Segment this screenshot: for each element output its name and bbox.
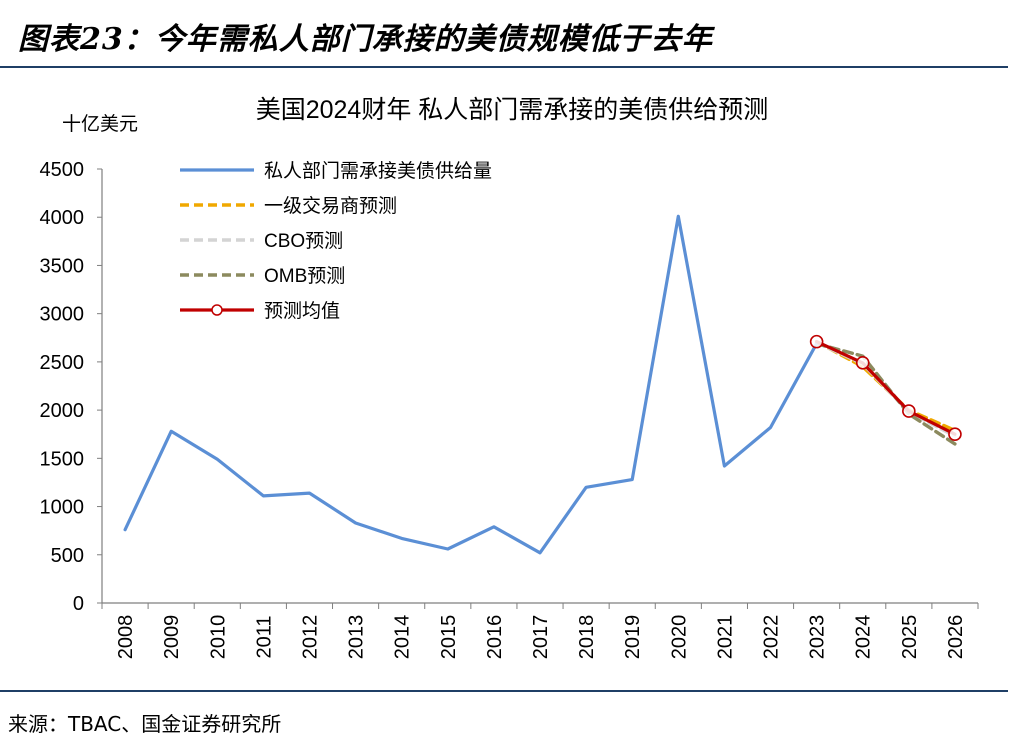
series-line-0: [123, 214, 819, 555]
x-tick-label: 2013: [346, 615, 368, 660]
y-tick-label: 4000: [40, 207, 85, 229]
series-line-4: [814, 340, 957, 436]
source-note: 来源：TBAC、国金证券研究所: [8, 712, 282, 736]
x-tick-label: 2011: [253, 615, 275, 658]
legend-label: 私人部门需承接美债供给量: [264, 160, 492, 182]
x-tick-label: 2009: [161, 615, 183, 660]
legend-label: OMB预测: [264, 265, 345, 287]
y-tick-label: 3500: [40, 255, 85, 277]
y-tick-label: 1500: [40, 448, 85, 470]
series-line-3: [814, 341, 957, 446]
figure-title: 图表23：今年需私人部门承接的美债规模低于去年: [18, 22, 713, 57]
x-tick-label: 2015: [438, 615, 460, 660]
y-tick-label: 4500: [40, 159, 85, 181]
x-tick-label: 2010: [207, 615, 229, 660]
mean-marker: [855, 356, 870, 370]
top-rule: [0, 66, 1008, 68]
y-tick-label: 2500: [40, 352, 85, 374]
y-tick-label: 2000: [40, 400, 85, 422]
y-tick-label: 500: [51, 545, 84, 567]
mean-marker: [902, 404, 916, 418]
line-chart: 美国2024财年 私人部门需承接的美债供给预测 十亿美元 0 500 1000 150…: [40, 96, 979, 659]
y-tick-label: 3000: [40, 304, 85, 326]
y-tick-label: 1000: [40, 497, 85, 519]
series-lines: [123, 214, 962, 555]
bottom-rule: [0, 690, 1008, 692]
x-tick-label: 2014: [392, 615, 414, 660]
x-tick-label: 2025: [899, 615, 921, 660]
x-tick-label: 2023: [807, 615, 829, 660]
y-tick-label: 0: [73, 593, 84, 615]
legend-marker: [211, 304, 223, 316]
chart-title: 美国2024财年 私人部门需承接的美债供给预测: [256, 96, 769, 124]
x-tick-label: 2021: [714, 615, 736, 660]
x-tick-label: 2019: [622, 615, 644, 660]
x-tick-label: 2012: [299, 615, 321, 660]
x-tick-label: 2022: [761, 615, 783, 660]
x-tick-label: 2018: [576, 615, 598, 660]
x-tick-label: 2026: [945, 615, 967, 660]
x-tick-label: 2017: [530, 615, 552, 660]
mean-marker: [809, 334, 824, 349]
x-tick-label: 2008: [115, 615, 137, 660]
x-tick-label: 2024: [853, 615, 875, 660]
x-tick-label: 2020: [668, 615, 690, 660]
legend-label: 一级交易商预测: [264, 195, 397, 217]
axes: 0 500 1000 1500 2000 2500 3000 3500 4000 4500 2008…: [40, 159, 979, 659]
legend-label: 预测均值: [264, 300, 340, 322]
mean-marker: [948, 427, 962, 442]
y-axis-unit-label: 十亿美元: [62, 113, 138, 135]
legend-label: CBO预测: [264, 230, 343, 252]
x-tick-label: 2016: [484, 615, 506, 660]
